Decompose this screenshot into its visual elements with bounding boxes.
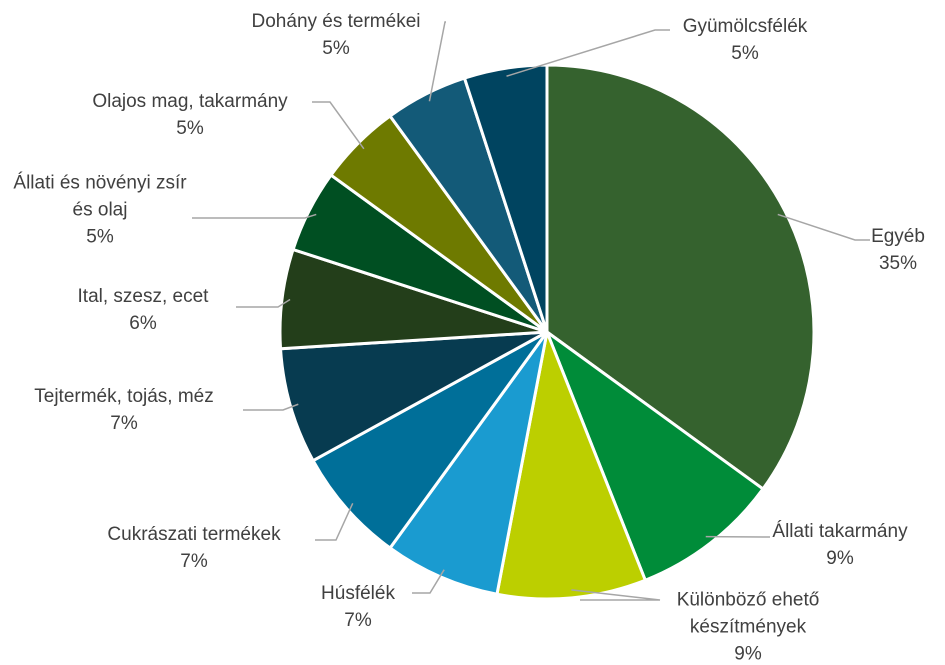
pie-slice (543, 327, 766, 583)
value-label: 9% (734, 643, 762, 665)
leader-line (571, 589, 661, 601)
value-label: 5% (322, 38, 350, 59)
leader-line (412, 569, 445, 594)
slice-label: Különböző ehető készítmények 9% (653, 587, 843, 665)
value-label: 5% (176, 118, 204, 139)
value-label: 7% (344, 610, 372, 631)
category-name: Gyümölcsfélék (682, 16, 808, 37)
pie-slice (310, 330, 549, 551)
value-label: 7% (180, 551, 208, 572)
value-label: 5% (86, 226, 114, 248)
slice-label: Olajos mag, takarmány 5% (60, 88, 320, 142)
leader-line (236, 298, 291, 308)
category-name: Ital, szesz, ecet (77, 286, 209, 307)
slice-label: Tejtermék, tojás, méz 7% (4, 383, 244, 437)
slice-label: Állati és növényi zsír és olaj 5% (5, 170, 195, 251)
category-name: Állati és növényi zsír és olaj (13, 172, 187, 221)
category-name: Állati takarmány (772, 521, 908, 542)
slice-label: Gyümölcsfélék 5% (645, 13, 845, 67)
category-name: Olajos mag, takarmány (92, 91, 288, 112)
value-label: 7% (110, 413, 138, 434)
category-name: Cukrászati termékek (107, 524, 281, 545)
category-name: Húsfélék (321, 583, 395, 604)
value-label: 6% (129, 313, 157, 334)
slice-label: Cukrászati termékek 7% (74, 521, 314, 575)
pie-slice (387, 331, 549, 597)
leader-line (243, 403, 299, 411)
slice-label: Ital, szesz, ecet 6% (48, 283, 238, 337)
value-label: 35% (878, 253, 918, 274)
leader-line (315, 502, 354, 541)
pie-slice (462, 63, 549, 333)
slice-label: Egyéb 35% (853, 223, 943, 277)
pie-slice (495, 326, 648, 601)
leader-line (192, 213, 317, 219)
value-label: 5% (731, 43, 759, 64)
category-name: Egyéb (871, 226, 925, 247)
value-label: 9% (826, 548, 854, 569)
category-name: Dohány és termékei (251, 11, 421, 32)
slice-label: Húsfélék 7% (298, 580, 418, 634)
leader-line (428, 21, 446, 102)
pie-slice (545, 63, 816, 492)
leader-line (777, 213, 870, 241)
slice-label: Állati takarmány 9% (745, 518, 935, 572)
leader-line (506, 29, 670, 77)
category-name: Különböző ehető készítmények (676, 589, 820, 638)
leader-line (312, 101, 365, 150)
category-name: Tejtermék, tojás, méz (34, 386, 214, 407)
slice-label: Dohány és termékei 5% (216, 8, 456, 62)
